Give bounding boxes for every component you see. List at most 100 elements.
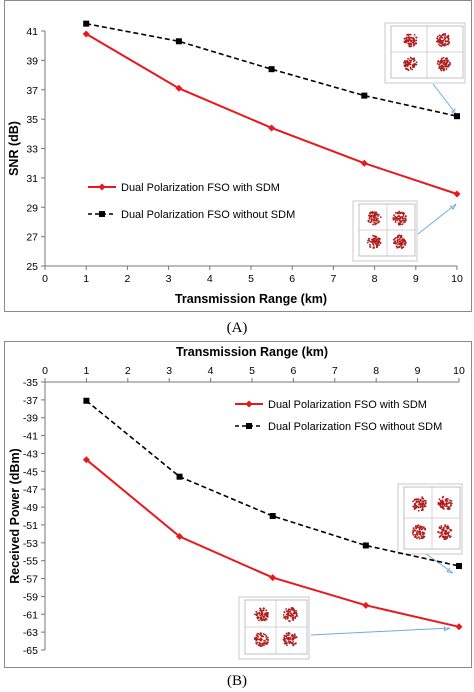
constellation-dot: [263, 616, 265, 618]
constellation-dot: [445, 500, 448, 503]
y-tick-label: 33: [26, 144, 38, 156]
constellation-dot: [408, 33, 410, 36]
constellation-dot: [416, 530, 419, 532]
constellation-dot: [291, 634, 293, 636]
constellation-dot: [444, 33, 446, 36]
x-tick-label: 7: [332, 365, 338, 377]
constellation-dot: [439, 532, 441, 534]
constellation-dot: [379, 216, 382, 219]
arrow-shaft: [417, 203, 457, 235]
constellation-dot: [440, 531, 443, 534]
constellation-dot: [401, 246, 403, 248]
constellation-dot: [418, 533, 421, 535]
constellation-dot: [417, 498, 419, 500]
constellation-dot: [440, 69, 442, 71]
x-tick-label: 2: [124, 273, 130, 285]
constellation-dot: [287, 617, 289, 619]
constellation-dot: [287, 615, 290, 617]
constellation-dot: [267, 636, 269, 639]
constellation-dot: [445, 68, 448, 71]
constellation-dot: [404, 65, 407, 68]
chart-panel-b: 0 1 2 3 4 5 6 7 8 9 10 -35 -37 -39 -41 -43 -45 -47 -49 -51 -…: [4, 341, 472, 668]
constellation-dot: [265, 643, 268, 645]
arrow-shaft: [310, 627, 451, 636]
y-tick-label: -57: [23, 574, 38, 586]
constellation-dot: [394, 221, 397, 224]
constellation-dot: [415, 500, 418, 503]
y-tick-label: -37: [23, 395, 38, 407]
constellation-dot: [396, 219, 399, 222]
constellation-dot: [295, 611, 298, 614]
constellation-dot: [417, 526, 419, 529]
data-point-without-sdm: [362, 542, 369, 549]
constellation-dot: [254, 637, 256, 639]
constellation-dot: [402, 212, 405, 214]
arrow-shaft: [432, 83, 458, 116]
constellation-dot: [408, 59, 411, 62]
constellation-dot: [438, 503, 441, 505]
constellation-dot: [399, 219, 401, 222]
constellation-dot: [407, 61, 410, 64]
constellation-dot: [267, 616, 269, 618]
constellation-dot: [446, 505, 448, 508]
constellation-dot: [445, 40, 448, 43]
data-point-without-sdm: [176, 473, 183, 480]
constellation-dot: [292, 619, 295, 622]
constellation-dot: [376, 246, 378, 249]
constellation-dot: [255, 636, 258, 639]
constellation-dot: [416, 524, 419, 527]
x-tick-label: 5: [248, 273, 254, 285]
constellation-dot: [285, 608, 287, 610]
constellation-dot: [409, 61, 412, 63]
constellation-dot: [291, 607, 294, 609]
constellation-dot: [260, 609, 263, 612]
constellation-dot: [414, 535, 416, 538]
constellation-dot: [257, 616, 259, 618]
constellation-dot: [292, 636, 294, 638]
constellation-dot: [371, 212, 374, 215]
data-point-with-sdm: [82, 30, 90, 38]
constellation-dot: [418, 527, 421, 530]
data-point-without-sdm: [454, 113, 460, 120]
constellation-dot: [372, 214, 375, 217]
constellation-dot: [292, 644, 294, 647]
legend-label: Dual Polarization FSO with SDM: [268, 399, 427, 411]
y-tick-label: 37: [26, 85, 38, 97]
constellation-dot: [403, 238, 406, 241]
constellation-dot: [441, 36, 444, 39]
constellation-dot: [401, 243, 404, 246]
constellation-dot: [260, 632, 262, 634]
constellation-dot: [439, 36, 441, 39]
data-point-with-sdm: [175, 84, 183, 92]
constellation-dot: [372, 216, 375, 219]
constellation-inset: [352, 200, 418, 262]
constellation-dot: [403, 243, 406, 246]
legend-marker: [98, 183, 106, 191]
constellation-dot: [442, 56, 445, 59]
data-point-with-sdm: [269, 574, 277, 582]
constellation-dot: [409, 66, 412, 69]
y-tick-label: -65: [23, 645, 38, 657]
legend-entry: Dual Polarization FSO with SDM: [235, 399, 427, 411]
constellation-dot: [367, 219, 370, 222]
x-tick-label: 5: [249, 365, 255, 377]
legend-entry: Dual Polarization FSO without SDM: [88, 209, 295, 221]
constellation-dot: [407, 57, 409, 60]
constellation-dot: [419, 532, 422, 535]
constellation-dot: [443, 537, 446, 540]
constellation-dot: [262, 633, 265, 635]
constellation-dot: [286, 644, 288, 647]
constellation-dot: [375, 238, 377, 240]
data-point-without-sdm: [268, 66, 275, 73]
constellation-dot: [256, 612, 259, 615]
constellation-dot: [401, 223, 404, 226]
constellation-dot: [398, 238, 401, 241]
constellation-dot: [440, 525, 443, 527]
constellation-dot: [406, 60, 408, 62]
constellation-dot: [396, 239, 399, 242]
constellation-dot: [372, 219, 375, 222]
constellation-dot: [405, 67, 408, 70]
constellation-dot: [375, 242, 378, 245]
constellation-dot: [371, 240, 374, 242]
constellation-dot: [370, 218, 373, 220]
